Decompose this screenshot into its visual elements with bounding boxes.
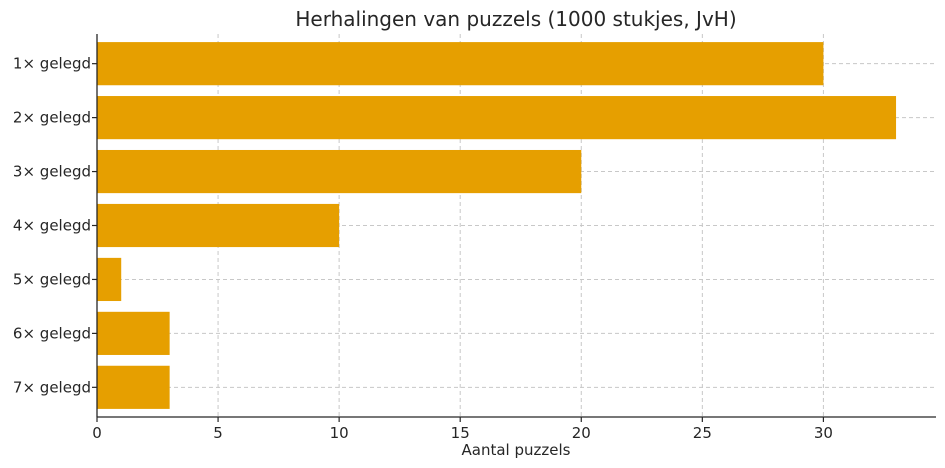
x-tick-label: 5 bbox=[213, 424, 223, 442]
y-tick-label: 1× gelegd bbox=[13, 55, 91, 73]
bar-7 bbox=[97, 365, 170, 409]
x-tick-label: 0 bbox=[92, 424, 102, 442]
y-tick-label: 6× gelegd bbox=[13, 324, 91, 342]
y-tick-label: 4× gelegd bbox=[13, 217, 91, 235]
y-ticks: 1× gelegd 2× gelegd 3× gelegd 4× gelegd 5× g… bbox=[13, 55, 97, 396]
bar-2 bbox=[97, 96, 897, 140]
x-tick-label: 10 bbox=[330, 424, 349, 442]
x-ticks: 0 5 10 15 20 25 30 bbox=[92, 417, 833, 442]
bar-3 bbox=[97, 149, 582, 194]
x-tick-label: 15 bbox=[451, 424, 470, 442]
bar-1 bbox=[97, 42, 824, 86]
x-tick-label: 25 bbox=[693, 424, 712, 442]
chart-title: Herhalingen van puzzels (1000 stukjes, J… bbox=[295, 7, 736, 31]
bars bbox=[97, 42, 897, 409]
x-axis-label: Aantal puzzels bbox=[462, 441, 571, 459]
bar-6 bbox=[97, 311, 170, 355]
y-tick-label: 2× gelegd bbox=[13, 109, 91, 127]
y-tick-label: 3× gelegd bbox=[13, 163, 91, 181]
x-tick-label: 20 bbox=[572, 424, 591, 442]
x-tick-label: 30 bbox=[814, 424, 833, 442]
y-tick-label: 7× gelegd bbox=[13, 378, 91, 396]
y-tick-label: 5× gelegd bbox=[13, 270, 91, 288]
bar-5 bbox=[97, 257, 122, 302]
bar-4 bbox=[97, 203, 340, 248]
